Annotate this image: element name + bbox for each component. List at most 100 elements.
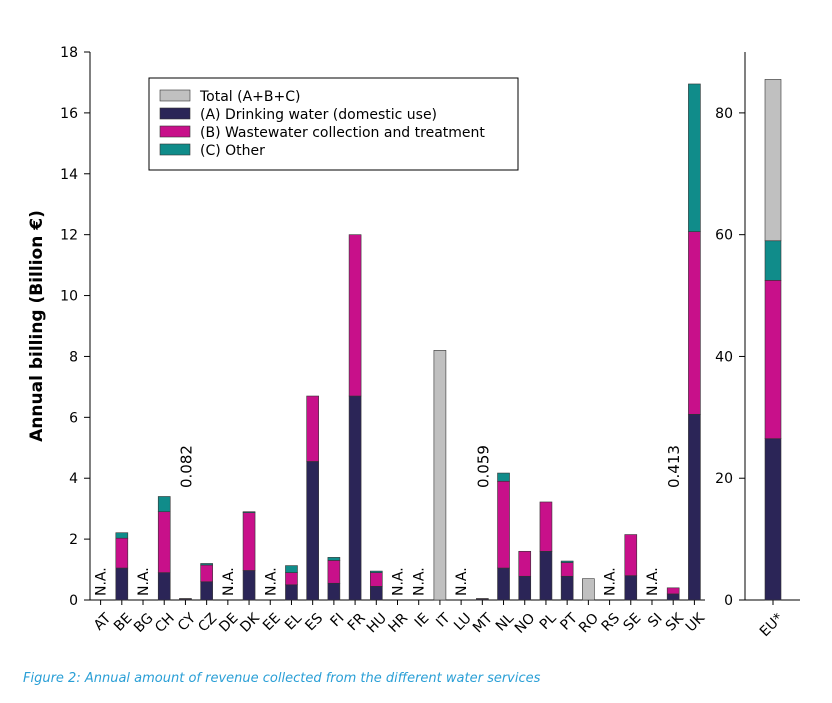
bar-segment-other <box>688 83 701 232</box>
eu-y-tick-label: 20 <box>715 471 733 487</box>
bar-segment-drinking-water <box>560 575 574 601</box>
bar-segment-other <box>157 496 171 513</box>
bar-segment-other <box>560 560 574 563</box>
eu-y-tick-label: 0 <box>724 593 733 609</box>
y-tick-label: 8 <box>69 349 78 365</box>
legend-swatch <box>159 125 191 138</box>
na-label: N.A. <box>136 567 152 596</box>
y-tick-label: 2 <box>69 532 78 548</box>
main-chart-annotations: N.A. N.A. N.A. N.A. N.A. N.A. N.A. N.A. N.A. 0.08… <box>94 445 684 596</box>
bar-segment-other <box>369 570 383 573</box>
y-tick-label: 10 <box>60 289 78 305</box>
eu-bar-segment <box>764 438 782 601</box>
x-tick-label: LU <box>451 610 475 634</box>
x-tick-label: PT <box>557 610 581 634</box>
bar-segment-wastewater <box>115 537 129 569</box>
y-tick-label: 16 <box>60 106 78 122</box>
x-tick-label: UK <box>683 610 709 636</box>
bar-segment-wastewater <box>688 231 701 415</box>
value-annotation: 0.413 <box>665 445 683 488</box>
bar-segment-wastewater <box>666 587 680 595</box>
na-label: N.A. <box>391 567 407 596</box>
bar-segment-wastewater <box>476 598 489 600</box>
x-tick-label: SI <box>645 610 666 631</box>
bar-segment-drinking-water <box>624 575 638 601</box>
value-annotation: 0.059 <box>474 445 492 488</box>
bar-segment-wastewater <box>348 234 362 397</box>
bar-segment-drinking-water <box>688 413 701 601</box>
bar-segment-drinking-water <box>369 585 383 601</box>
legend-entry: (B) Wastewater collection and treatment <box>200 125 485 141</box>
bar-segment-drinking-water <box>306 461 319 601</box>
bar-segment-wastewater <box>497 480 510 569</box>
bar-segment-wastewater <box>518 550 532 577</box>
bar-segment-drinking-water <box>666 593 680 601</box>
legend: Total (A+B+C) (A) Drinking water (domesti… <box>148 77 519 171</box>
bar-segment-wastewater <box>369 572 383 587</box>
na-label: N.A. <box>412 567 428 596</box>
legend-swatch <box>159 89 191 102</box>
bar-total <box>433 350 447 601</box>
bar-segment-wastewater <box>285 572 298 586</box>
bar-segment-wastewater <box>200 564 213 583</box>
bar-segment-drinking-water <box>327 582 341 601</box>
bar-segment-other <box>115 532 129 539</box>
bar-segment-wastewater <box>179 598 192 600</box>
bar-segment-drinking-water <box>497 567 510 601</box>
figure-caption: Figure 2: Annual amount of revenue colle… <box>23 671 541 686</box>
y-tick-label: 6 <box>69 410 78 426</box>
eu-bar-segment <box>764 79 782 242</box>
y-tick-label: 12 <box>60 228 78 244</box>
eu-chart-axes: 0 20 40 60 80 EU* <box>715 52 800 640</box>
x-tick-label: FR <box>345 610 369 634</box>
bar-segment-drinking-water <box>200 581 213 601</box>
y-axis-label: Annual billing (Billion €) <box>27 210 47 442</box>
bar-segment-drinking-water <box>348 395 362 601</box>
eu-chart-bars <box>764 79 782 601</box>
bar-segment-wastewater <box>306 395 319 462</box>
bar-segment-wastewater <box>539 501 553 552</box>
bar-segment-drinking-water <box>157 572 171 601</box>
eu-bar-segment <box>764 280 782 439</box>
bar-segment-wastewater <box>624 534 638 576</box>
na-label: N.A. <box>221 567 237 596</box>
na-label: N.A. <box>454 567 470 596</box>
y-tick-label: 4 <box>69 471 78 487</box>
x-tick-label: AT <box>91 610 115 634</box>
x-tick-label: IT <box>433 610 454 631</box>
na-label: N.A. <box>603 567 619 596</box>
bar-segment-drinking-water <box>539 550 553 601</box>
bar-segment-wastewater <box>327 560 341 584</box>
x-tick-label: EL <box>282 610 305 633</box>
x-tick-label: SE <box>621 610 645 634</box>
eu-y-tick-label: 60 <box>715 228 733 244</box>
legend-entry: (C) Other <box>200 143 265 159</box>
x-tick-label: FI <box>328 610 348 630</box>
bar-segment-other <box>285 565 298 573</box>
eu-y-tick-label: 40 <box>715 349 733 365</box>
y-tick-label: 18 <box>60 45 78 61</box>
x-tick-label: HR <box>385 610 411 636</box>
x-tick-label: IE <box>412 610 432 630</box>
bar-segment-other <box>497 472 510 482</box>
na-label: N.A. <box>94 567 110 596</box>
eu-x-tick-label: EU* <box>757 610 787 640</box>
na-label: N.A. <box>263 567 279 596</box>
x-tick-label: ES <box>302 610 326 634</box>
x-tick-label: NO <box>512 610 539 637</box>
bar-total <box>582 578 595 601</box>
bar-segment-wastewater <box>157 511 171 573</box>
y-tick-label: 14 <box>60 167 78 183</box>
main-chart-bars <box>115 83 701 601</box>
bar-segment-other <box>200 563 213 566</box>
legend-swatch <box>159 143 191 156</box>
bar-segment-drinking-water <box>242 570 256 601</box>
legend-entry: (A) Drinking water (domestic use) <box>200 107 437 123</box>
na-label: N.A. <box>645 567 661 596</box>
legend-box <box>148 77 519 171</box>
eu-bar-segment <box>764 240 782 281</box>
x-tick-label: EE <box>260 610 284 634</box>
bar-segment-other <box>327 557 341 561</box>
bar-segment-drinking-water <box>518 575 532 601</box>
bar-segment-other <box>242 511 256 513</box>
